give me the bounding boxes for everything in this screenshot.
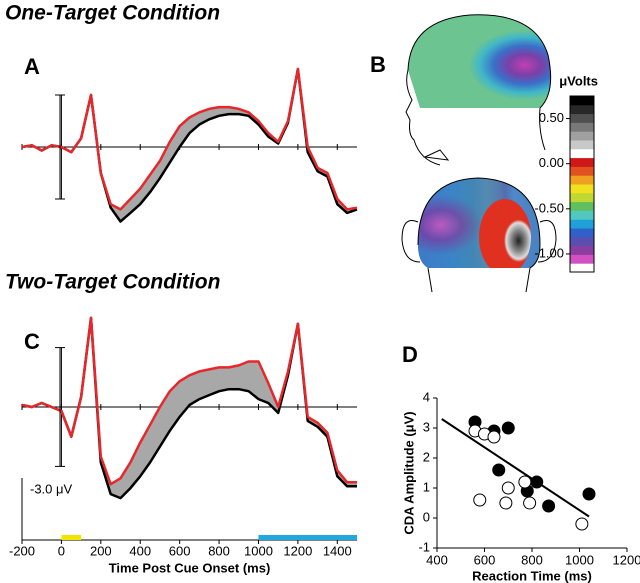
x-tick-label: 600 bbox=[169, 543, 191, 558]
color-swatch bbox=[570, 96, 594, 106]
waveform bbox=[21, 316, 357, 486]
x-tick-label: 1200 bbox=[613, 552, 640, 567]
color-swatch bbox=[570, 166, 594, 176]
colorbar-tick-label: -1.00 bbox=[534, 245, 564, 260]
color-swatch bbox=[570, 175, 594, 185]
color-swatch bbox=[570, 245, 594, 255]
color-swatch bbox=[570, 148, 594, 159]
panel-letter: B bbox=[370, 52, 386, 77]
y-tick-label: 2 bbox=[423, 449, 430, 464]
color-swatch bbox=[570, 263, 594, 273]
x-tick-label: 400 bbox=[129, 543, 151, 558]
color-swatch bbox=[570, 236, 594, 247]
panel-letter: C bbox=[24, 329, 40, 354]
y-tick-label: 0 bbox=[423, 509, 430, 524]
color-swatch bbox=[570, 184, 594, 194]
colorbar-tick-label: 0.00 bbox=[539, 155, 564, 170]
color-swatch bbox=[570, 192, 594, 203]
point bbox=[499, 496, 513, 510]
colorbar-tick-label: -0.50 bbox=[534, 200, 564, 215]
y-tick-label: 4 bbox=[423, 389, 430, 404]
fit-line bbox=[441, 418, 590, 518]
point bbox=[523, 496, 537, 510]
point bbox=[487, 430, 501, 444]
color-swatch bbox=[570, 122, 594, 132]
point bbox=[575, 517, 589, 531]
x-axis-title: Time Post Cue Onset (ms) bbox=[109, 560, 271, 575]
y-axis-title: CDA Amplitude (μV) bbox=[401, 411, 416, 534]
point bbox=[582, 487, 596, 501]
color-swatch bbox=[570, 157, 594, 167]
x-tick-label: 800 bbox=[208, 543, 230, 558]
color-swatch bbox=[570, 201, 594, 211]
panel-letter: A bbox=[24, 54, 40, 79]
color-swatch bbox=[570, 131, 594, 141]
x-tick-label: 1000 bbox=[565, 552, 594, 567]
x-tick-label: -200 bbox=[9, 543, 35, 558]
point bbox=[518, 475, 532, 489]
panel-letter: D bbox=[402, 342, 418, 367]
waveform bbox=[21, 67, 358, 211]
color-swatch bbox=[570, 140, 594, 150]
y-tick-label: 3 bbox=[423, 419, 430, 434]
x-tick-label: 800 bbox=[521, 552, 543, 567]
x-axis-title: Reaction Time (ms) bbox=[472, 568, 592, 583]
y-tick-label: -1 bbox=[418, 539, 430, 554]
color-swatch bbox=[570, 254, 594, 264]
heading: One-Target Condition bbox=[5, 2, 220, 25]
x-tick-label: 1400 bbox=[323, 543, 352, 558]
x-tick-label: 400 bbox=[426, 552, 448, 567]
x-tick-label: 200 bbox=[90, 543, 112, 558]
x-tick-label: 600 bbox=[474, 552, 496, 567]
x-tick-label: 0 bbox=[58, 543, 65, 558]
topo-side bbox=[405, 14, 552, 166]
colorbar-tick-label: 0.50 bbox=[539, 110, 564, 125]
point bbox=[473, 493, 487, 507]
heading: Two-Target Condition bbox=[5, 271, 220, 294]
y-tick-label: 1 bbox=[423, 479, 430, 494]
color-swatch bbox=[570, 113, 594, 123]
x-tick-label: 1200 bbox=[283, 543, 312, 558]
point bbox=[501, 421, 515, 435]
topo-back bbox=[401, 177, 557, 293]
point bbox=[530, 475, 544, 489]
highlight-bar bbox=[61, 535, 82, 540]
point bbox=[501, 481, 515, 495]
colorbar-frame bbox=[569, 95, 595, 273]
point bbox=[542, 499, 556, 513]
color-swatch bbox=[570, 219, 594, 229]
color-swatch bbox=[570, 228, 594, 238]
colorbar-title: μVolts bbox=[559, 73, 598, 88]
scale-label: -3.0 μV bbox=[30, 481, 73, 496]
color-swatch bbox=[570, 104, 594, 115]
point bbox=[492, 463, 506, 477]
highlight-bar bbox=[258, 535, 357, 540]
color-swatch bbox=[570, 210, 594, 220]
x-tick-label: 1000 bbox=[244, 543, 273, 558]
